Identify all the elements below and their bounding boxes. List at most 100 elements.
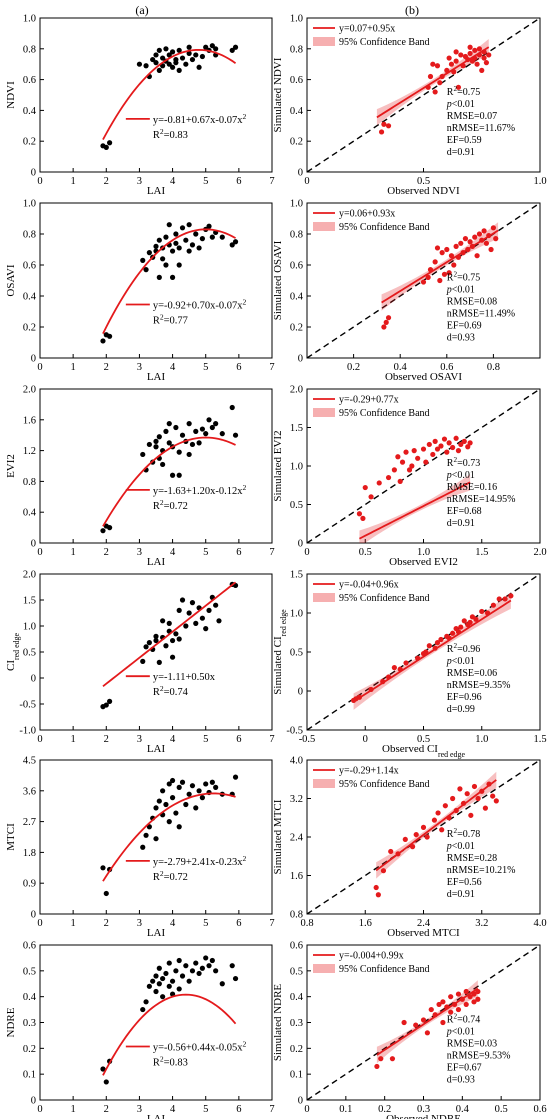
band-legend-label: 95% Confidence Band [339, 779, 430, 790]
stat-nrmse: nRMSE=11.67% [447, 123, 515, 134]
data-point [362, 484, 368, 491]
data-point [206, 607, 212, 614]
y-axis-label: MTCI [5, 823, 17, 851]
y-tick-label: 0.2 [23, 323, 36, 334]
y-tick-label: 0.3 [290, 1018, 303, 1029]
data-point [471, 783, 478, 790]
data-point [427, 73, 434, 80]
x-tick-label: 4 [170, 1104, 176, 1115]
data-point [199, 53, 205, 60]
y-tick-label: 0.2 [23, 1044, 36, 1055]
data-point [472, 234, 478, 240]
data-point [424, 834, 430, 840]
r-squared: R2=0.83 [153, 1054, 188, 1069]
data-point [166, 620, 172, 627]
data-point [411, 448, 417, 454]
data-point [476, 231, 483, 237]
data-point [219, 981, 225, 987]
y-tick-label: -1.0 [19, 726, 36, 737]
y-tick-label: 0.8 [290, 910, 303, 921]
data-point [143, 832, 149, 838]
y-axis-label: Simulated OSAVI [272, 240, 284, 320]
data-point [432, 438, 438, 444]
data-point [176, 607, 182, 614]
stat-p: p<0.01 [446, 656, 475, 667]
y-tick-label: 0.8 [290, 44, 303, 55]
data-point [360, 515, 366, 521]
data-point [434, 245, 441, 251]
fit-equation: y=-2.79+2.41x-0.23x2 [153, 853, 247, 868]
x-tick-label: 3 [137, 1104, 142, 1115]
fit-equation: y=0.07+0.95x [339, 24, 395, 35]
y-tick-label: 0.4 [23, 992, 37, 1003]
data-point [199, 236, 205, 242]
r-squared: R2=0.74 [153, 684, 189, 699]
data-point [458, 441, 464, 448]
data-point [189, 441, 196, 448]
x-tick-label: 1.0 [475, 734, 488, 745]
data-point [156, 965, 162, 971]
y-tick-label: 0.5 [290, 500, 303, 511]
stat-d: d=0.93 [447, 333, 475, 344]
data-point [463, 1001, 469, 1008]
data-point [389, 1056, 396, 1062]
y-axis-label: Simulated EVI2 [272, 430, 284, 501]
data-point [186, 248, 192, 254]
data-point [160, 256, 166, 262]
y-tick-label: 0.9 [23, 879, 36, 890]
x-axis-label: Observed CIred edge [382, 743, 465, 759]
data-point [169, 795, 176, 801]
y-tick-label: 0.6 [23, 941, 36, 952]
data-point [193, 805, 199, 811]
data-point [385, 123, 392, 129]
y-axis-label: OSAVI [5, 264, 17, 297]
y-tick-label: 0.2 [23, 137, 36, 148]
data-point [461, 618, 467, 624]
y-tick-label: 0 [298, 168, 303, 179]
data-point [196, 970, 202, 977]
data-point [163, 428, 169, 434]
x-tick-label: 0.6 [533, 1104, 546, 1115]
data-point [441, 436, 448, 442]
data-point [186, 50, 192, 57]
data-point [189, 783, 196, 789]
data-point [383, 319, 389, 325]
data-point [189, 56, 196, 63]
y-tick-label: 0.5 [290, 648, 303, 659]
data-point [490, 225, 496, 231]
y-tick-label: 0.4 [23, 292, 37, 303]
data-point [160, 975, 166, 982]
data-point [450, 630, 456, 636]
y-tick-label: 0 [298, 1096, 303, 1107]
x-tick-label: 0.3 [417, 1104, 430, 1115]
stat-rmse: RMSE=0.16 [447, 482, 497, 493]
plot-area [100, 222, 239, 344]
x-tick-label: 4 [170, 362, 176, 373]
chart-a6: 0 1 2 3 4 5 6 7 0 0.1 0.2 0.3 0.4 0.5 0.6 LAI NDRE y=-0.5… [5, 941, 275, 1119]
band-legend-label: 95% Confidence Band [339, 593, 430, 604]
x-tick-label: 3 [137, 362, 142, 373]
y-tick-label: 3.6 [23, 786, 36, 797]
data-point [216, 618, 222, 624]
y-tick-label: 1.5 [290, 423, 303, 434]
data-point [163, 234, 169, 240]
data-point [173, 231, 179, 237]
data-point [403, 449, 409, 455]
y-tick-label: 1.6 [23, 415, 36, 426]
stat-p: p<0.01 [446, 470, 475, 481]
y-axis-label: NDVI [5, 81, 17, 109]
data-point [206, 417, 212, 423]
data-point [203, 955, 209, 961]
data-point [462, 236, 469, 242]
data-point [140, 1006, 146, 1013]
data-point [179, 432, 186, 438]
y-tick-label: 0.6 [290, 941, 303, 952]
data-point [467, 440, 473, 446]
band-legend-swatch [313, 779, 335, 788]
data-point [440, 1019, 446, 1026]
y-tick-label: -0.5 [286, 726, 303, 737]
data-point [455, 1006, 462, 1013]
y-tick-label: 0.2 [290, 1044, 303, 1055]
data-point [193, 231, 199, 237]
plot-frame [39, 944, 273, 1101]
